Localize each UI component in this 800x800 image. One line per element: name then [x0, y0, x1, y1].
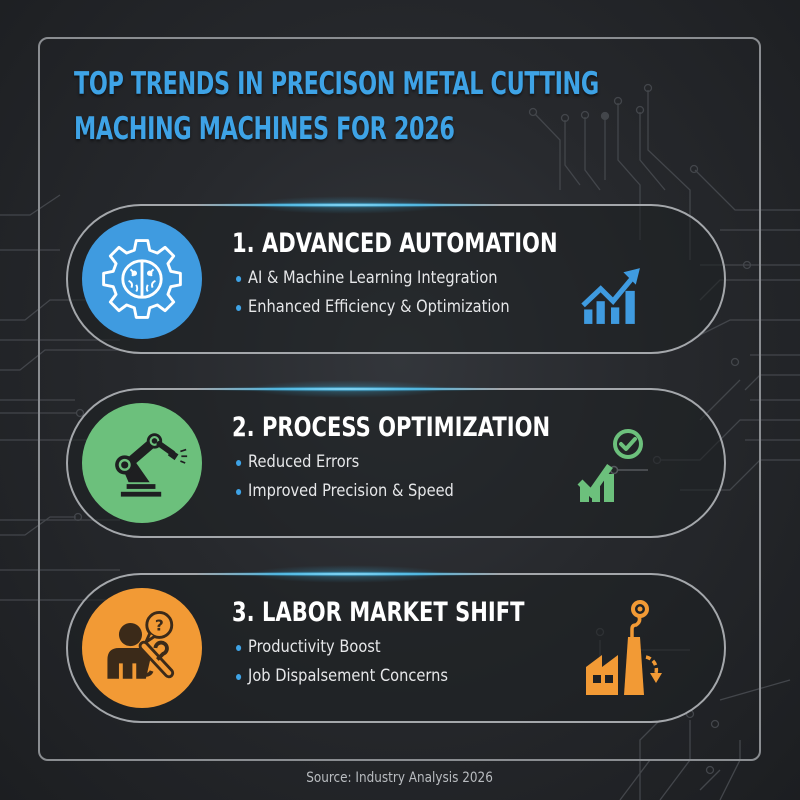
trend-heading: 2. PROCESS OPTIMIZATION: [232, 412, 551, 443]
bullet-item: Reduced Errors: [236, 448, 454, 477]
content-frame: [38, 37, 761, 761]
title-line-1: TOP TRENDS IN PRECISON METAL CUTTING: [74, 66, 599, 102]
trend-heading: 1. ADVANCED AUTOMATION: [232, 228, 558, 259]
check-chart-icon: [577, 429, 648, 502]
trend-bullets: Productivity Boost Job Dispalsement Conc…: [236, 633, 483, 691]
svg-text:?: ?: [155, 617, 164, 635]
gear-brain-icon: [102, 239, 182, 319]
page-title: TOP TRENDS IN PRECISON METAL CUTTING MAC…: [74, 62, 599, 152]
factory-decline-icon: [586, 600, 662, 695]
trend-card-advanced-automation: 1. ADVANCED AUTOMATION AI & Machine Lear…: [66, 196, 726, 354]
source-text: Source: Industry Analysis 2026: [306, 770, 494, 786]
trend-heading: 3. LABOR MARKET SHIFT: [232, 597, 525, 628]
title-line-2: MACHING MACHINES FOR 2026: [74, 111, 455, 147]
bullet-item: Job Dispalsement Concerns: [236, 662, 448, 691]
trend-card-process-optimization: 2. PROCESS OPTIMIZATION Reduced Errors I…: [66, 380, 726, 538]
source-footer: Source: Industry Analysis 2026: [0, 770, 800, 786]
trend-badge: ?: [82, 588, 202, 708]
worker-question-icon: ?: [107, 611, 175, 679]
trend-bullets: AI & Machine Learning Integration Enhanc…: [236, 264, 554, 322]
trend-bullets: Reduced Errors Improved Precision & Spee…: [236, 448, 489, 506]
glow-line: [198, 203, 498, 207]
growth-chart-icon: [581, 268, 640, 324]
robotic-arm-icon: [115, 433, 188, 497]
trend-badge: [82, 403, 202, 523]
bullet-item: AI & Machine Learning Integration: [236, 264, 510, 293]
glow-line: [198, 387, 498, 391]
trend-card-labor-market-shift: ? 3. LABOR MARKET SHIFT Productivity Boo…: [66, 565, 726, 723]
bullet-item: Productivity Boost: [236, 633, 448, 662]
bullet-item: Improved Precision & Speed: [236, 477, 454, 506]
bullet-item: Enhanced Efficiency & Optimization: [236, 293, 510, 322]
trend-badge: [82, 219, 202, 339]
glow-line: [198, 572, 498, 576]
